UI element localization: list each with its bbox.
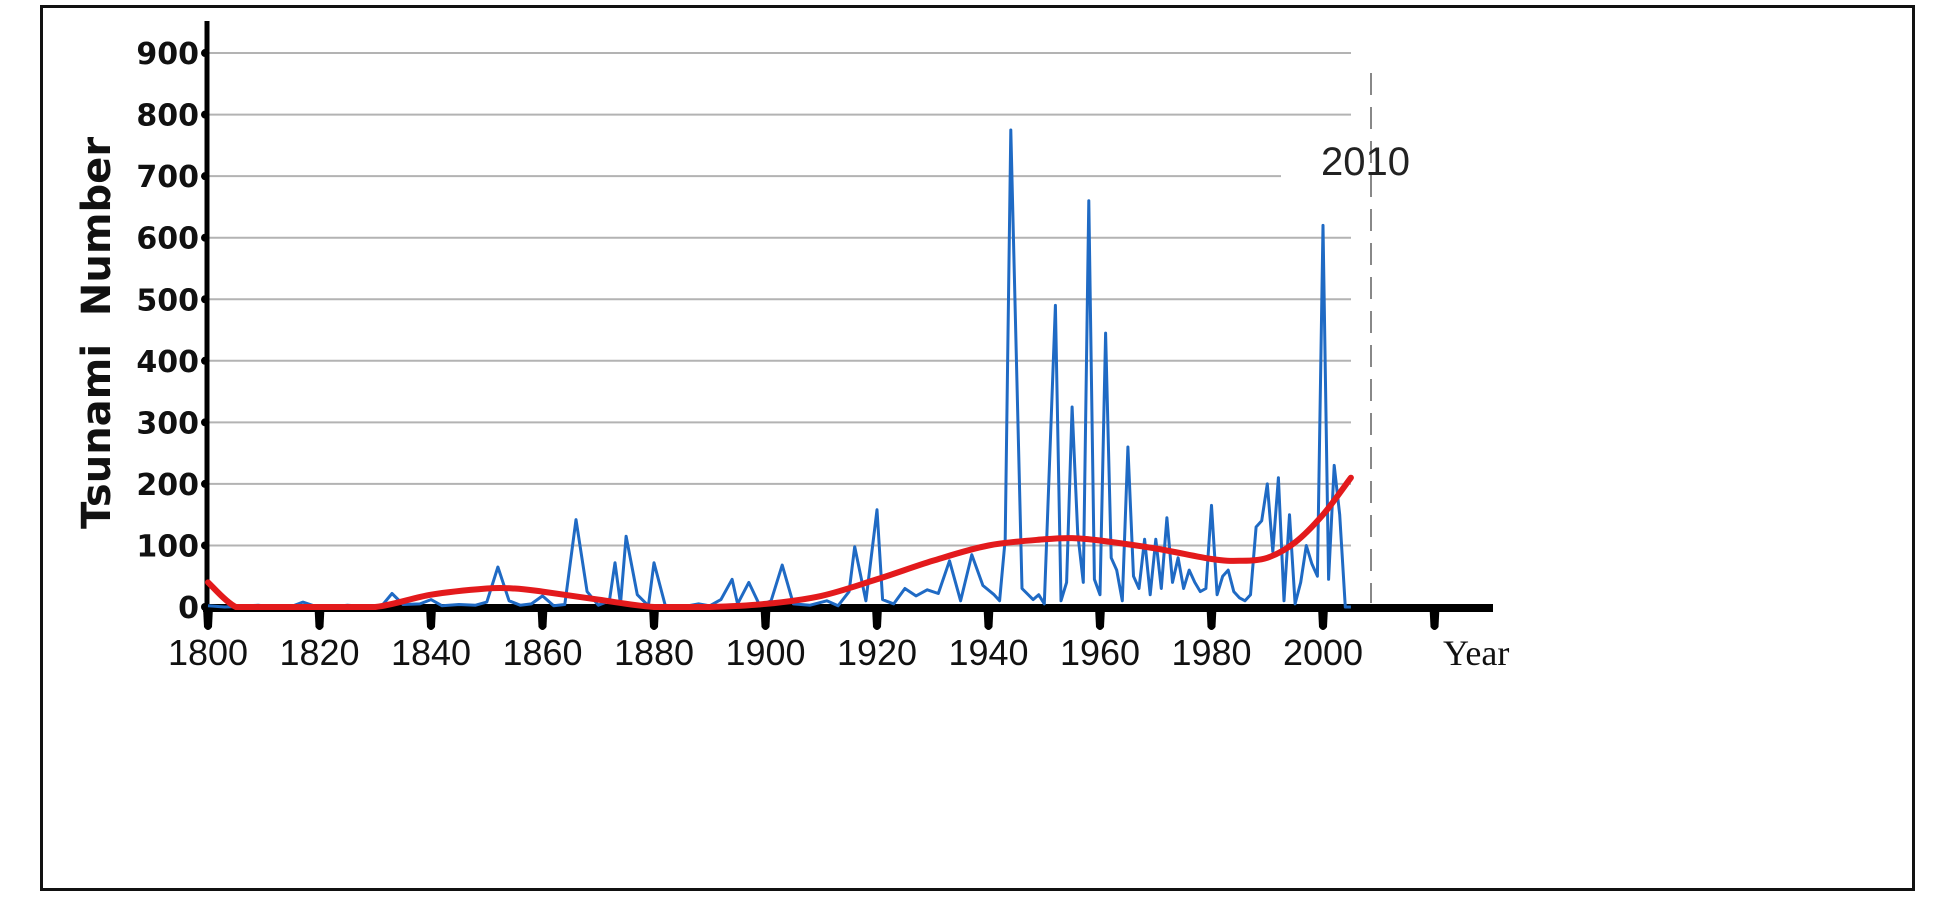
x-tick-label: 1940 (948, 632, 1028, 673)
chart-frame: 0 100 200 300 400 500 600 700 800 900 1800 1820 184… (40, 5, 1915, 891)
y-tick-label: 0 (178, 591, 199, 626)
x-tick-mark (1095, 607, 1105, 630)
x-axis: 1800 1820 1840 1860 1880 1900 1920 1940 1960 1980… (168, 604, 1493, 673)
y-tick-label: 500 (136, 283, 199, 318)
x-tick-label: 1800 (168, 632, 248, 673)
x-tick-mark (1318, 607, 1328, 630)
x-tick-label: 1920 (837, 632, 917, 673)
x-tick-mark (1429, 607, 1440, 630)
y-tick-label: 900 (136, 37, 199, 72)
x-tick-mark (426, 607, 436, 630)
y-axis: 0 100 200 300 400 500 600 700 800 900 (136, 21, 210, 626)
x-tick-mark (203, 607, 213, 630)
x-tick-mark (872, 607, 882, 630)
x-tick-label: 1980 (1171, 632, 1251, 673)
x-tick-label: 1820 (279, 632, 359, 673)
x-tick-mark (649, 607, 659, 630)
x-tick-label: 1880 (614, 632, 694, 673)
y-axis-title: Tsunami Number (74, 137, 120, 529)
x-tick-mark (1206, 607, 1217, 630)
y-tick-label: 200 (136, 468, 199, 503)
x-tick-mark (760, 607, 771, 630)
y-tick-label: 400 (136, 345, 199, 380)
y-tick-label: 600 (136, 222, 199, 257)
y-tick-label: 800 (136, 99, 199, 134)
y-tick-label: 100 (136, 529, 199, 564)
y-tick-label: 300 (136, 406, 199, 441)
gridlines (208, 52, 1351, 547)
x-tick-mark (537, 607, 548, 630)
x-tick-label: 1900 (725, 632, 805, 673)
tsunami-count-line (207, 128, 1351, 609)
x-tick-label: 1860 (502, 632, 582, 673)
x-tick-label: 1960 (1060, 632, 1140, 673)
x-tick-mark (983, 607, 994, 630)
y-tick-label: 700 (136, 160, 199, 195)
x-axis-title: Year (1443, 633, 1509, 673)
chart: 0 100 200 300 400 500 600 700 800 900 1800 1820 184… (74, 21, 1509, 673)
x-tick-mark (314, 607, 325, 630)
x-tick-label: 2000 (1283, 632, 1363, 673)
x-tick-label: 1840 (391, 632, 471, 673)
trend-curve (205, 474, 1354, 610)
year-2010-annotation: 2010 (1321, 140, 1410, 184)
